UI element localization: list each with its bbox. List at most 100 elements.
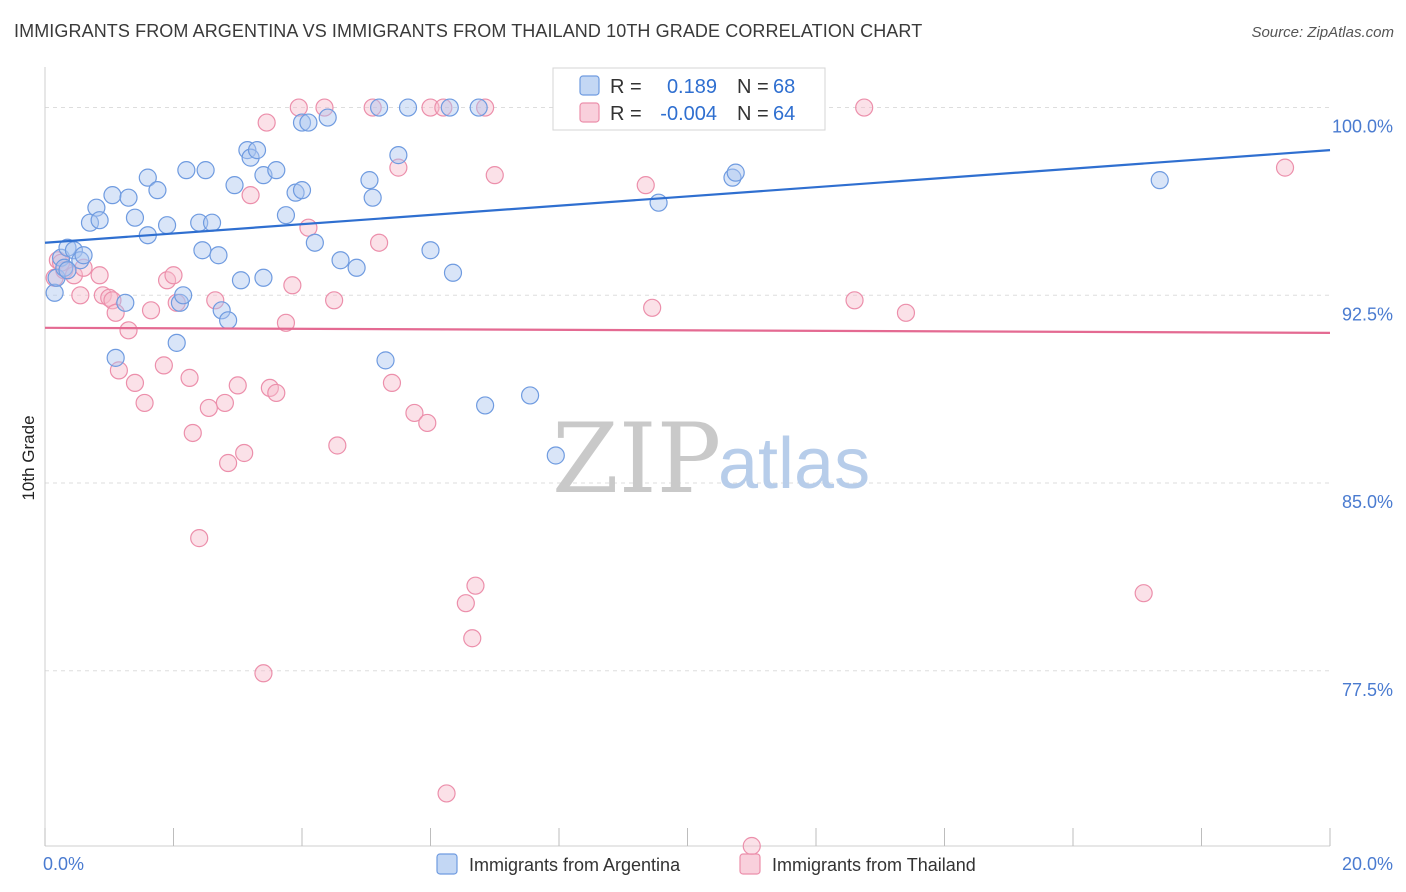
point-thailand xyxy=(636,176,655,195)
point-argentina xyxy=(55,258,74,277)
x-tick-max: 20.0% xyxy=(1342,854,1393,874)
point-thailand xyxy=(328,436,347,455)
point-argentina xyxy=(360,171,379,190)
point-thailand xyxy=(215,393,234,413)
trend-line-argentina xyxy=(44,149,1331,244)
point-thailand xyxy=(219,453,238,473)
stats-n-argentina: 68 xyxy=(773,76,795,98)
point-thailand xyxy=(855,98,874,117)
point-argentina xyxy=(398,98,418,117)
point-thailand xyxy=(1134,584,1153,603)
point-argentina xyxy=(167,333,186,352)
point-thailand xyxy=(180,368,199,387)
point-thailand xyxy=(71,286,90,305)
point-thailand xyxy=(241,186,260,205)
point-argentina xyxy=(318,108,337,127)
point-argentina xyxy=(177,161,196,180)
point-thailand xyxy=(456,594,475,613)
point-argentina xyxy=(90,211,109,230)
point-argentina xyxy=(45,283,64,302)
point-argentina xyxy=(292,113,312,132)
point-thailand xyxy=(283,276,302,295)
point-argentina xyxy=(276,206,296,225)
point-argentina xyxy=(174,286,193,305)
point-thailand xyxy=(90,266,109,285)
point-argentina xyxy=(331,251,350,270)
point-argentina xyxy=(723,168,742,187)
point-argentina xyxy=(421,241,440,260)
point-thailand xyxy=(643,298,662,317)
point-thailand xyxy=(466,576,485,595)
point-thailand xyxy=(1275,158,1295,177)
point-thailand xyxy=(154,356,173,375)
point-argentina xyxy=(649,193,668,212)
point-thailand xyxy=(289,98,308,117)
point-thailand xyxy=(476,98,495,117)
point-thailand xyxy=(141,301,161,320)
legend-label-argentina: Immigrants from Argentina xyxy=(469,855,681,875)
trend-lines xyxy=(44,149,1331,334)
point-argentina xyxy=(106,348,125,367)
point-argentina xyxy=(219,311,238,330)
point-argentina xyxy=(299,113,318,132)
point-argentina xyxy=(103,186,122,205)
point-thailand xyxy=(434,98,453,117)
point-argentina xyxy=(370,98,389,117)
point-argentina xyxy=(74,246,93,265)
y-tick-label: 92.5% xyxy=(1342,304,1393,324)
point-thailand xyxy=(325,291,344,310)
series-thailand-points xyxy=(45,98,1295,856)
point-argentina xyxy=(376,351,395,370)
point-argentina xyxy=(292,181,312,200)
stats-r-argentina: 0.189 xyxy=(667,76,717,98)
series-argentina-points xyxy=(45,98,1169,465)
point-thailand xyxy=(363,98,382,117)
y-tick-label: 85.0% xyxy=(1342,492,1393,512)
point-thailand xyxy=(742,836,761,856)
point-argentina xyxy=(125,208,145,227)
stats-r-thailand: -0.004 xyxy=(660,103,717,125)
point-thailand xyxy=(257,113,276,132)
point-argentina xyxy=(196,161,215,180)
point-argentina xyxy=(119,188,138,207)
point-argentina xyxy=(254,268,273,287)
point-thailand xyxy=(382,373,402,393)
point-argentina xyxy=(546,446,565,465)
point-thailand xyxy=(276,313,296,332)
point-thailand xyxy=(254,664,273,683)
legend: Immigrants from Argentina Immigrants fro… xyxy=(436,853,976,875)
point-thailand xyxy=(485,166,504,185)
point-argentina xyxy=(157,216,177,235)
point-argentina xyxy=(305,233,324,252)
point-argentina xyxy=(71,251,90,270)
stats-r-label-argentina: R = xyxy=(610,76,642,98)
point-argentina xyxy=(469,98,488,117)
point-argentina xyxy=(212,301,231,320)
trend-line-thailand xyxy=(44,326,1331,334)
stats-n-label-argentina: N = xyxy=(737,76,769,98)
stats-n-label-thailand: N = xyxy=(737,103,769,125)
y-tick-label: 100.0% xyxy=(1332,117,1393,137)
point-thailand xyxy=(405,403,424,423)
stats-swatch-argentina xyxy=(579,75,600,96)
point-thailand xyxy=(421,98,440,117)
point-thailand xyxy=(164,266,183,285)
legend-swatch-argentina xyxy=(436,853,458,875)
point-thailand xyxy=(418,413,437,433)
y-tick-labels: 100.0% 92.5% 85.0% 77.5% xyxy=(1332,117,1393,700)
point-argentina xyxy=(347,258,366,277)
stats-box: R = 0.189 N = 68 R = -0.004 N = 64 xyxy=(552,67,826,131)
watermark-atlas: atlas xyxy=(718,424,870,504)
point-argentina xyxy=(247,141,267,160)
point-argentina xyxy=(726,163,745,182)
point-thailand xyxy=(125,373,145,393)
point-thailand xyxy=(896,303,916,322)
point-argentina xyxy=(440,98,459,117)
y-tick-label: 77.5% xyxy=(1342,680,1393,700)
legend-swatch-thailand xyxy=(739,853,761,875)
point-argentina xyxy=(1150,171,1169,190)
stats-r-label-thailand: R = xyxy=(610,103,642,125)
point-thailand xyxy=(206,291,225,310)
legend-label-thailand: Immigrants from Thailand xyxy=(772,855,976,875)
